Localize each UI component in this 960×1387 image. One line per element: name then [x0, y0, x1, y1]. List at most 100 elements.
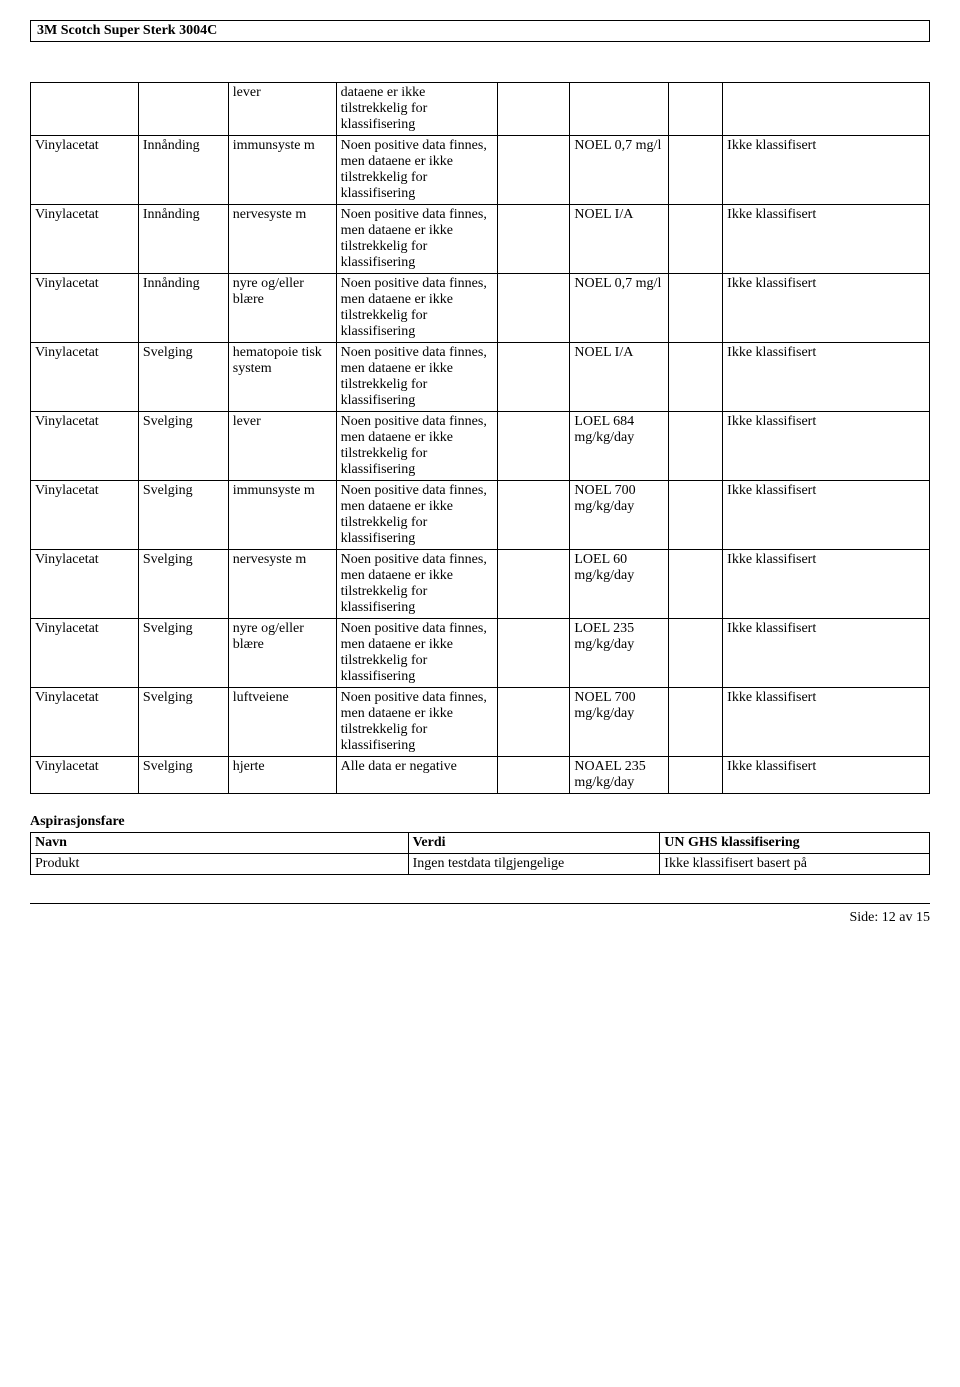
table-cell: Noen positive data finnes, men dataene e…: [336, 343, 498, 412]
table-row: VinylacetatSvelgingluftveieneNoen positi…: [31, 688, 930, 757]
table-cell: Vinylacetat: [31, 136, 139, 205]
table-cell: Vinylacetat: [31, 343, 139, 412]
table-cell: Vinylacetat: [31, 688, 139, 757]
table-cell: Svelging: [138, 481, 228, 550]
table-cell: [669, 136, 723, 205]
table-row: VinylacetatSvelginghematopoie tisk syste…: [31, 343, 930, 412]
table-cell: Vinylacetat: [31, 205, 139, 274]
aspiration-heading: Aspirasjonsfare: [30, 814, 930, 830]
table-cell: [669, 550, 723, 619]
table-cell: dataene er ikke tilstrekkelig for klassi…: [336, 83, 498, 136]
table-cell: NOEL I/A: [570, 205, 669, 274]
table-cell: Ikke klassifisert: [723, 550, 930, 619]
table-cell: [669, 343, 723, 412]
table-cell: Svelging: [138, 343, 228, 412]
table-row: VinylacetatSvelginghjerteAlle data er ne…: [31, 757, 930, 794]
asp-header-name: Navn: [31, 833, 409, 854]
table-cell: luftveiene: [228, 688, 336, 757]
table-cell: [669, 83, 723, 136]
table-cell: Svelging: [138, 619, 228, 688]
table-cell: nyre og/eller blære: [228, 619, 336, 688]
document-title: 3M Scotch Super Sterk 3004C: [37, 23, 217, 38]
aspiration-table: Navn Verdi UN GHS klassifisering Produkt…: [30, 832, 930, 875]
table-cell: Innånding: [138, 205, 228, 274]
table-cell: nervesyste m: [228, 550, 336, 619]
table-cell: Noen positive data finnes, men dataene e…: [336, 688, 498, 757]
table-cell: [570, 83, 669, 136]
table-row: VinylacetatInnåndingnyre og/eller blæreN…: [31, 274, 930, 343]
table-cell: Ikke klassifisert: [723, 619, 930, 688]
table-row: VinylacetatSvelgingleverNoen positive da…: [31, 412, 930, 481]
table-cell: nyre og/eller blære: [228, 274, 336, 343]
table-cell: [498, 205, 570, 274]
table-cell: Ikke klassifisert: [723, 343, 930, 412]
table-cell: [498, 550, 570, 619]
document-title-box: 3M Scotch Super Sterk 3004C: [30, 20, 930, 42]
table-row: VinylacetatInnåndingimmunsyste mNoen pos…: [31, 136, 930, 205]
table-cell: NOEL 700 mg/kg/day: [570, 688, 669, 757]
table-cell: Vinylacetat: [31, 757, 139, 794]
table-cell: hjerte: [228, 757, 336, 794]
table-cell: Ikke klassifisert: [723, 688, 930, 757]
table-cell: LOEL 235 mg/kg/day: [570, 619, 669, 688]
table-cell: [669, 688, 723, 757]
table-header-row: Navn Verdi UN GHS klassifisering: [31, 833, 930, 854]
table-cell: Svelging: [138, 757, 228, 794]
table-cell: Vinylacetat: [31, 619, 139, 688]
table-cell: [669, 481, 723, 550]
table-cell: Ikke klassifisert: [723, 757, 930, 794]
table-cell: lever: [228, 83, 336, 136]
table-cell: Vinylacetat: [31, 550, 139, 619]
table-cell: Noen positive data finnes, men dataene e…: [336, 412, 498, 481]
table-cell: hematopoie tisk system: [228, 343, 336, 412]
table-cell: Svelging: [138, 550, 228, 619]
table-cell: nervesyste m: [228, 205, 336, 274]
table-cell: [498, 83, 570, 136]
table-cell: NOAEL 235 mg/kg/day: [570, 757, 669, 794]
table-cell: Ikke klassifisert: [723, 205, 930, 274]
table-cell: [498, 412, 570, 481]
table-cell: Ikke klassifisert: [723, 136, 930, 205]
table-cell: NOEL 700 mg/kg/day: [570, 481, 669, 550]
table-cell: [498, 481, 570, 550]
table-cell: LOEL 684 mg/kg/day: [570, 412, 669, 481]
table-cell: NOEL 0,7 mg/l: [570, 136, 669, 205]
table-cell: immunsyste m: [228, 136, 336, 205]
table-cell: Noen positive data finnes, men dataene e…: [336, 481, 498, 550]
table-row: VinylacetatInnåndingnervesyste mNoen pos…: [31, 205, 930, 274]
table-cell: Innånding: [138, 136, 228, 205]
table-cell: Noen positive data finnes, men dataene e…: [336, 205, 498, 274]
asp-header-value: Verdi: [408, 833, 660, 854]
table-row: Produkt Ingen testdata tilgjengelige Ikk…: [31, 854, 930, 875]
asp-cell-value: Ingen testdata tilgjengelige: [408, 854, 660, 875]
table-cell: lever: [228, 412, 336, 481]
table-cell: [498, 688, 570, 757]
table-cell: [498, 619, 570, 688]
table-cell: NOEL I/A: [570, 343, 669, 412]
table-cell: Vinylacetat: [31, 481, 139, 550]
table-cell: [723, 83, 930, 136]
table-cell: Svelging: [138, 688, 228, 757]
main-data-table: leverdataene er ikke tilstrekkelig for k…: [30, 82, 930, 794]
table-cell: Vinylacetat: [31, 412, 139, 481]
table-row: VinylacetatSvelgingimmunsyste mNoen posi…: [31, 481, 930, 550]
table-cell: Alle data er negative: [336, 757, 498, 794]
table-cell: immunsyste m: [228, 481, 336, 550]
table-cell: Noen positive data finnes, men dataene e…: [336, 136, 498, 205]
table-cell: [669, 274, 723, 343]
page-footer: Side: 12 av 15: [30, 910, 930, 926]
table-cell: Ikke klassifisert: [723, 274, 930, 343]
table-cell: [31, 83, 139, 136]
footer-rule: [30, 903, 930, 904]
table-cell: Noen positive data finnes, men dataene e…: [336, 274, 498, 343]
table-cell: [669, 757, 723, 794]
table-cell: Noen positive data finnes, men dataene e…: [336, 619, 498, 688]
table-cell: [498, 343, 570, 412]
table-cell: [138, 83, 228, 136]
asp-cell-class: Ikke klassifisert basert på: [660, 854, 930, 875]
table-cell: NOEL 0,7 mg/l: [570, 274, 669, 343]
table-cell: Ikke klassifisert: [723, 412, 930, 481]
table-cell: LOEL 60 mg/kg/day: [570, 550, 669, 619]
table-cell: Svelging: [138, 412, 228, 481]
table-cell: Vinylacetat: [31, 274, 139, 343]
